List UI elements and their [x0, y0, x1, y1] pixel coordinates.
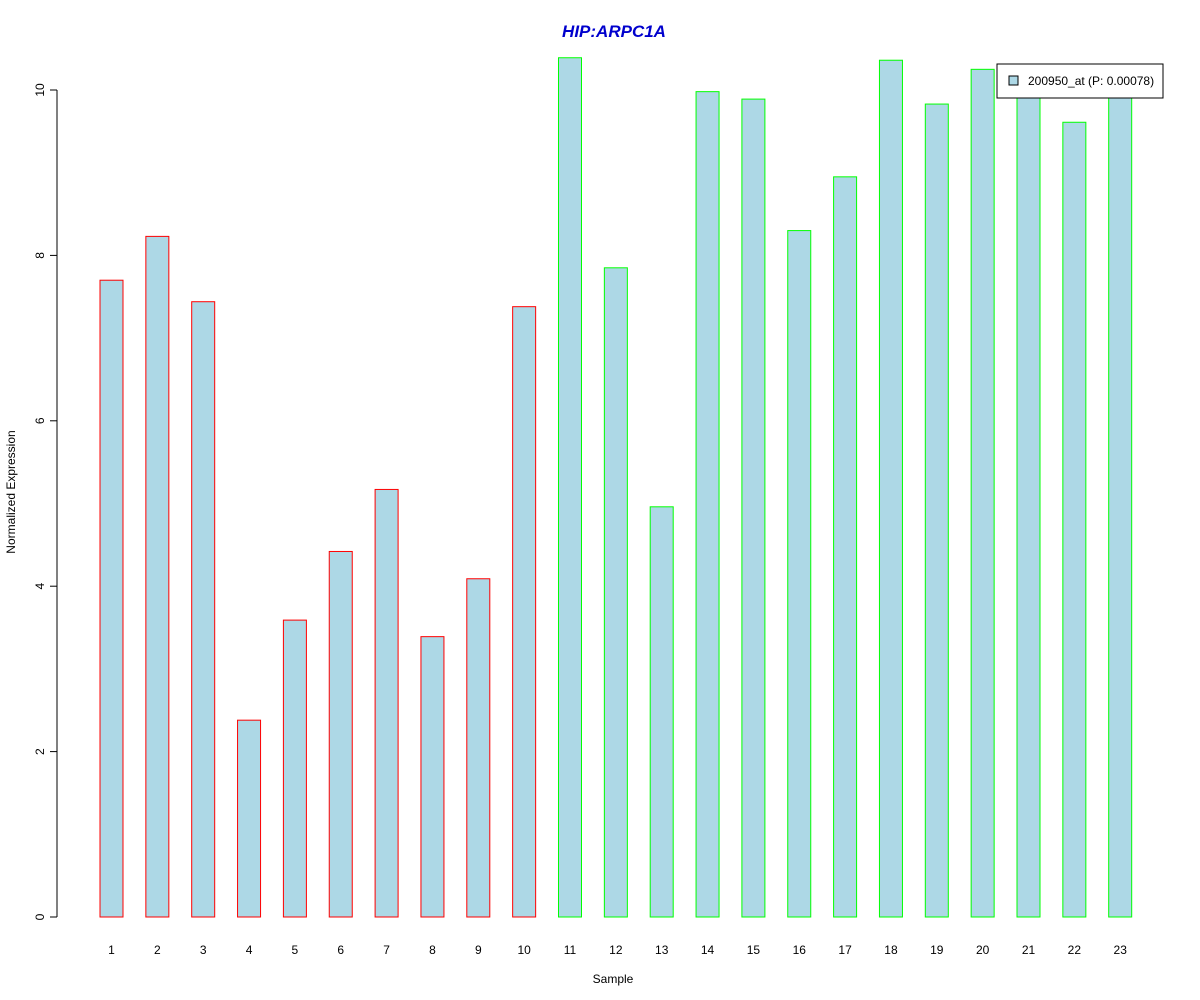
bar	[466, 578, 491, 918]
x-tick-label: 2	[154, 943, 161, 957]
x-tick-label: 5	[292, 943, 299, 957]
bar	[603, 267, 628, 918]
bar	[558, 57, 582, 918]
bar	[695, 91, 720, 918]
bar	[512, 306, 537, 918]
y-tick-label: 8	[33, 252, 47, 259]
bar	[1108, 63, 1133, 918]
bar	[145, 235, 170, 918]
y-tick-label: 10	[33, 83, 47, 97]
y-axis: 0 2 4 6 8 10	[33, 83, 58, 920]
x-tick-label: 3	[200, 943, 207, 957]
bars-group	[99, 57, 1133, 918]
bar	[237, 719, 262, 918]
x-tick-label: 21	[1022, 943, 1036, 957]
y-tick-label: 6	[33, 417, 47, 424]
chart-title: HIP:ARPC1A	[562, 22, 666, 41]
x-tick-label: 19	[930, 943, 944, 957]
bar	[1016, 95, 1041, 918]
x-tick-label: 16	[793, 943, 807, 957]
x-tick-label: 18	[884, 943, 898, 957]
bar	[191, 301, 216, 918]
x-tick-label: 11	[564, 943, 577, 957]
x-tick-label: 10	[517, 943, 531, 957]
legend-box	[996, 63, 1164, 99]
y-axis-label: Normalized Expression	[4, 430, 18, 553]
x-axis-label: Sample	[593, 972, 634, 986]
bar	[878, 59, 903, 918]
x-tick-label: 4	[246, 943, 253, 957]
x-tick-label: 6	[337, 943, 344, 957]
bar	[970, 68, 995, 918]
bar	[649, 506, 674, 918]
bar	[374, 488, 399, 918]
x-tick-label: 17	[838, 943, 852, 957]
legend-swatch	[1008, 75, 1019, 86]
x-tick-label: 14	[701, 943, 715, 957]
legend: 200950_at (P: 0.00078)	[996, 63, 1164, 99]
bar	[99, 279, 124, 918]
bar	[787, 230, 812, 918]
bar	[924, 103, 949, 918]
x-tick-label: 12	[609, 943, 623, 957]
x-tick-label: 7	[383, 943, 390, 957]
x-tick-labels: 1 2 3 4 5 6 7 8 9 10 11 12 13 14 15 16 17 18 19 20 21 22 23	[108, 943, 1127, 957]
x-tick-label: 20	[976, 943, 990, 957]
legend-label: 200950_at (P: 0.00078)	[1028, 74, 1154, 88]
bar	[328, 550, 353, 918]
x-tick-label: 15	[747, 943, 761, 957]
x-tick-label: 8	[429, 943, 436, 957]
bar	[833, 176, 858, 918]
bar	[741, 98, 766, 918]
x-tick-label: 13	[655, 943, 669, 957]
x-tick-label: 22	[1068, 943, 1082, 957]
bar	[420, 636, 445, 918]
x-tick-label: 1	[108, 943, 115, 957]
bar	[1062, 121, 1087, 918]
x-tick-label: 9	[475, 943, 482, 957]
x-tick-label: 23	[1114, 943, 1128, 957]
y-tick-label: 2	[33, 748, 47, 755]
y-tick-label: 4	[33, 583, 47, 590]
bar	[282, 619, 307, 918]
y-tick-label: 0	[33, 913, 47, 920]
